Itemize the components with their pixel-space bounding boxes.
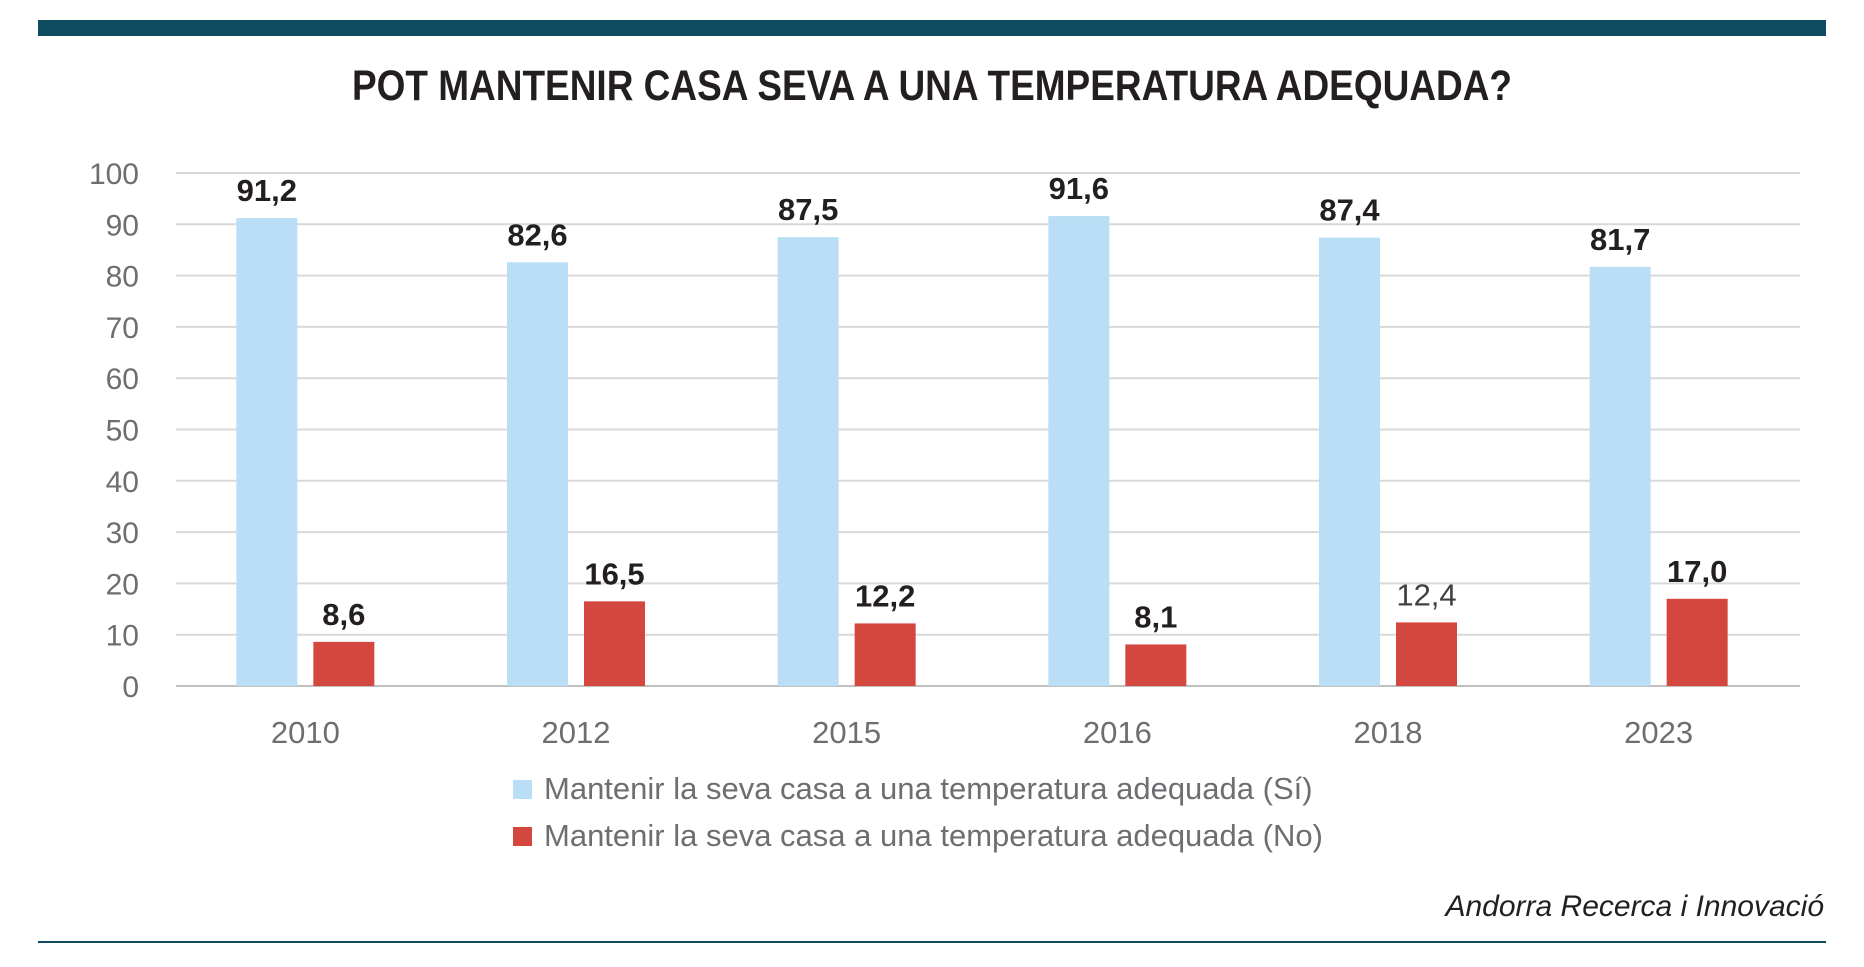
bar-no-2016 — [1125, 644, 1187, 686]
data-label-no-2012: 16,5 — [584, 556, 644, 591]
y-tick-label-20: 20 — [106, 568, 139, 601]
data-label-no-2023: 17,0 — [1667, 554, 1727, 589]
y-tick-label-90: 90 — [106, 209, 139, 242]
bar-no-2023 — [1666, 598, 1728, 686]
data-label-yes-2023: 81,7 — [1590, 222, 1650, 257]
x-tick-label-2010: 2010 — [271, 715, 340, 750]
bar-yes-2018 — [1319, 237, 1380, 686]
y-tick-label-40: 40 — [106, 466, 139, 499]
x-tick-label-2016: 2016 — [1083, 715, 1152, 750]
data-label-yes-2016: 91,6 — [1049, 171, 1109, 206]
bar-no-2010 — [313, 641, 375, 686]
legend-item-no: Mantenir la seva casa a una temperatura … — [513, 818, 1323, 853]
y-tick-label-0: 0 — [122, 671, 139, 704]
header-bar — [38, 20, 1826, 36]
bar-yes-2023 — [1589, 266, 1651, 686]
y-tick-label-30: 30 — [106, 517, 139, 550]
data-label-yes-2010: 91,2 — [237, 173, 297, 208]
bar-chart: 0 10 20 30 40 50 60 70 80 90 100 91,2 8,6 2010 82,6 16,… — [89, 158, 1800, 750]
bottom-rule — [38, 941, 1826, 943]
chart-title: POT MANTENIR CASA SEVA A UNA TEMPERATURA… — [351, 62, 1513, 110]
legend: Mantenir la seva casa a una temperatura … — [513, 771, 1323, 866]
legend-swatch-yes — [513, 779, 532, 799]
y-tick-label-70: 70 — [106, 312, 139, 345]
bar-yes-2015 — [777, 237, 839, 686]
legend-swatch-no — [513, 826, 532, 846]
bar-no-2015 — [854, 623, 916, 686]
bar-yes-2016 — [1048, 216, 1110, 687]
data-label-yes-2012: 82,6 — [507, 217, 567, 252]
data-label-no-2018: 12,4 — [1396, 577, 1456, 612]
data-label-no-2016: 8,1 — [1134, 599, 1177, 634]
y-tick-label-100: 100 — [89, 158, 139, 191]
data-label-yes-2018: 87,4 — [1319, 193, 1380, 228]
data-label-no-2015: 12,2 — [855, 578, 915, 613]
bar-no-2012 — [584, 601, 645, 686]
legend-label-no: Mantenir la seva casa a una temperatura … — [544, 818, 1323, 853]
legend-label-yes: Mantenir la seva casa a una temperatura … — [544, 771, 1313, 806]
x-tick-label-2023: 2023 — [1624, 715, 1693, 750]
y-tick-label-50: 50 — [106, 415, 139, 448]
y-tick-label-80: 80 — [106, 261, 139, 294]
x-tick-label-2015: 2015 — [812, 715, 881, 750]
legend-item-yes: Mantenir la seva casa a una temperatura … — [513, 771, 1323, 806]
data-label-yes-2015: 87,5 — [778, 192, 838, 227]
y-tick-label-10: 10 — [106, 620, 139, 653]
x-tick-label-2012: 2012 — [542, 715, 611, 750]
bar-yes-2010 — [236, 218, 298, 687]
x-tick-label-2018: 2018 — [1354, 715, 1423, 750]
y-tick-label-60: 60 — [106, 363, 139, 396]
source-credit: Andorra Recerca i Innovació — [1445, 890, 1824, 923]
data-label-no-2010: 8,6 — [322, 597, 365, 632]
bar-no-2018 — [1396, 622, 1457, 686]
bar-yes-2012 — [507, 262, 568, 686]
